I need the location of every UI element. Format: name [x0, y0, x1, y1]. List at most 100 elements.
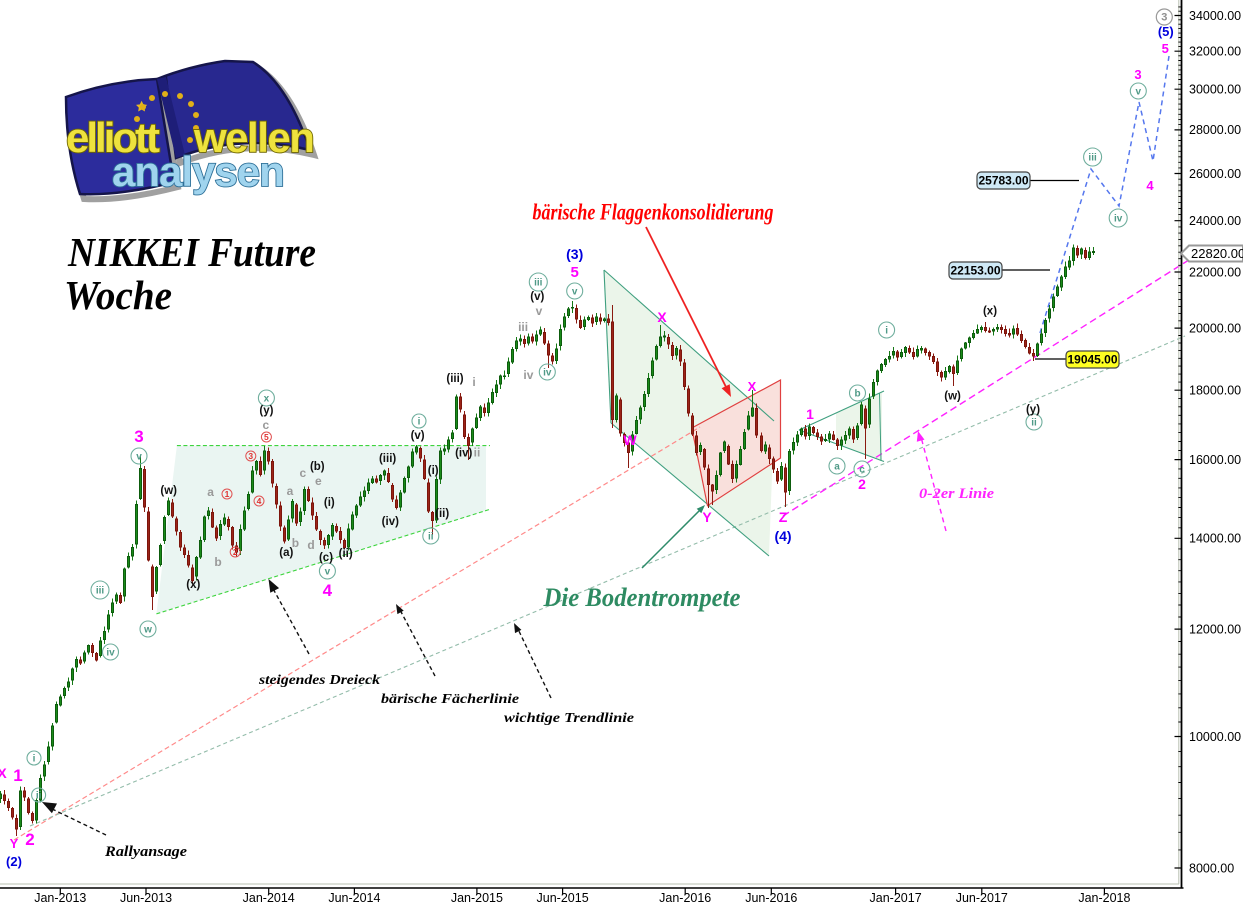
svg-text:(v): (v) [530, 291, 544, 303]
svg-text:34000.00: 34000.00 [1189, 9, 1241, 23]
svg-text:2: 2 [233, 547, 238, 557]
svg-text:a: a [834, 461, 840, 472]
svg-text:(2): (2) [6, 854, 22, 869]
svg-text:v: v [572, 286, 578, 297]
svg-text:(v): (v) [411, 430, 425, 442]
svg-text:25783.00: 25783.00 [978, 174, 1028, 188]
svg-text:c: c [859, 464, 865, 475]
svg-text:20000.00: 20000.00 [1189, 321, 1241, 335]
svg-text:Z: Z [779, 509, 788, 525]
svg-text:18000.00: 18000.00 [1189, 384, 1241, 398]
svg-text:iii: iii [534, 277, 543, 288]
svg-text:ii: ii [1031, 417, 1037, 428]
svg-text:Jan-2018: Jan-2018 [1078, 891, 1130, 905]
svg-text:Jan-2017: Jan-2017 [870, 891, 922, 905]
svg-text:X: X [748, 379, 757, 394]
svg-text:(ii): (ii) [339, 548, 353, 560]
svg-text:3: 3 [134, 427, 143, 446]
svg-text:iii: iii [96, 585, 105, 596]
svg-text:a: a [207, 485, 214, 499]
svg-text:28000.00: 28000.00 [1189, 123, 1241, 137]
svg-text:i: i [418, 416, 421, 427]
svg-text:Woche: Woche [64, 272, 172, 318]
svg-text:(b): (b) [310, 461, 325, 473]
svg-text:26000.00: 26000.00 [1189, 167, 1241, 181]
svg-text:(a): (a) [279, 547, 293, 559]
svg-text:i: i [33, 753, 36, 764]
svg-text:Jan-2016: Jan-2016 [659, 891, 711, 905]
svg-text:Jan-2015: Jan-2015 [451, 891, 503, 905]
svg-text:3: 3 [248, 451, 253, 461]
svg-text:iv: iv [523, 368, 533, 382]
svg-text:wichtige Trendlinie: wichtige Trendlinie [504, 711, 634, 726]
svg-text:2: 2 [25, 830, 34, 849]
svg-text:1: 1 [13, 766, 22, 785]
svg-text:Jun-2014: Jun-2014 [328, 891, 380, 905]
svg-text:3: 3 [1134, 67, 1141, 82]
svg-text:(iii): (iii) [379, 453, 396, 465]
svg-text:Die Bodentrompete: Die Bodentrompete [543, 583, 741, 612]
svg-text:(i): (i) [428, 465, 439, 477]
svg-text:8000.00: 8000.00 [1189, 861, 1234, 875]
svg-text:d: d [307, 538, 314, 552]
svg-text:(x): (x) [983, 306, 997, 318]
svg-text:32000.00: 32000.00 [1189, 45, 1241, 59]
svg-text:iv: iv [1114, 213, 1123, 224]
svg-text:w: w [143, 624, 152, 635]
svg-text:4: 4 [257, 496, 262, 506]
svg-text:analysen: analysen [112, 148, 284, 195]
svg-text:v: v [136, 451, 142, 462]
svg-text:2: 2 [858, 476, 866, 492]
svg-text:(ii): (ii) [435, 508, 449, 520]
svg-text:bärische Fächerlinie: bärische Fächerlinie [381, 692, 519, 707]
svg-text:Y: Y [10, 836, 19, 851]
svg-text:ii: ii [36, 790, 42, 801]
svg-text:0-2er Linie: 0-2er Linie [919, 486, 994, 502]
svg-text:NIKKEI Future: NIKKEI Future [67, 229, 316, 275]
svg-text:v: v [536, 304, 543, 318]
svg-text:X: X [657, 309, 667, 325]
svg-text:Rallyansage: Rallyansage [104, 844, 187, 860]
svg-text:12000.00: 12000.00 [1189, 622, 1241, 636]
svg-text:4: 4 [1146, 178, 1154, 193]
svg-text:22000.00: 22000.00 [1189, 265, 1241, 279]
svg-text:(x): (x) [186, 579, 200, 591]
svg-text:(c): (c) [319, 552, 333, 564]
svg-text:e: e [315, 474, 322, 488]
svg-text:30000.00: 30000.00 [1189, 83, 1241, 97]
svg-text:iii: iii [518, 320, 528, 334]
svg-text:Y: Y [702, 509, 712, 525]
svg-text:x: x [264, 393, 270, 404]
svg-text:24000.00: 24000.00 [1189, 214, 1241, 228]
svg-text:(i): (i) [324, 497, 335, 509]
svg-text:Jun-2013: Jun-2013 [120, 891, 172, 905]
svg-text:(3): (3) [566, 246, 583, 262]
svg-text:wellen: wellen [193, 114, 313, 161]
svg-text:v: v [1136, 86, 1142, 97]
svg-text:1: 1 [806, 406, 814, 422]
svg-text:3: 3 [1161, 11, 1167, 23]
svg-text:b: b [854, 388, 860, 399]
svg-text:i: i [472, 375, 475, 389]
svg-text:(y): (y) [1026, 404, 1040, 416]
svg-text:16000.00: 16000.00 [1189, 453, 1241, 467]
svg-text:5: 5 [1162, 41, 1169, 56]
svg-text:(iv): (iv) [382, 516, 399, 528]
svg-text:i: i [885, 325, 888, 336]
svg-text:14000.00: 14000.00 [1189, 532, 1241, 546]
svg-text:Jan-2014: Jan-2014 [243, 891, 295, 905]
svg-text:Jun-2015: Jun-2015 [537, 891, 589, 905]
svg-text:iv: iv [543, 367, 552, 378]
svg-text:a: a [287, 484, 294, 498]
svg-text:b: b [214, 555, 221, 569]
svg-text:Jun-2017: Jun-2017 [956, 891, 1008, 905]
svg-text:steigendes Dreieck: steigendes Dreieck [258, 673, 380, 688]
svg-text:X: X [0, 765, 7, 781]
svg-text:v: v [325, 566, 331, 577]
svg-text:bärische Flaggenkonsolidierung: bärische Flaggenkonsolidierung [533, 200, 774, 225]
svg-text:5: 5 [264, 432, 269, 442]
svg-text:(w): (w) [944, 391, 961, 403]
svg-text:4: 4 [323, 581, 333, 600]
svg-text:iv: iv [106, 647, 115, 658]
svg-text:Jun-2016: Jun-2016 [745, 891, 797, 905]
